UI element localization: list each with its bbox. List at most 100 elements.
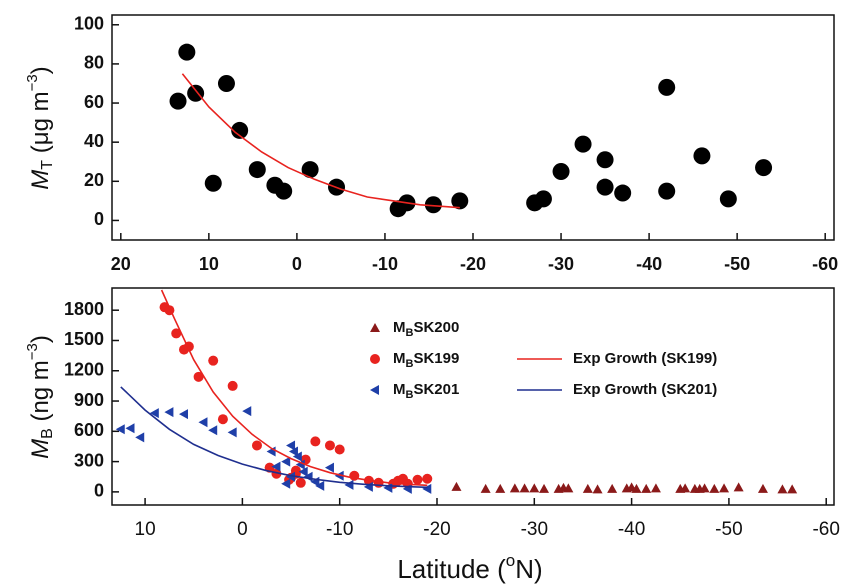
legend-prefix: M [393,350,406,367]
point [422,473,433,484]
point [286,471,296,482]
point [424,196,442,214]
x-tick-label: 10 [135,519,156,540]
point [149,408,159,419]
y-tick-label: 60 [84,92,104,112]
point [451,481,462,491]
point [315,480,325,491]
point [193,371,204,382]
point [198,417,208,428]
y-label-sup: −3 [24,343,41,360]
legend-marker [370,354,380,364]
point [208,355,219,366]
point [298,466,308,477]
point [680,483,691,493]
legend-name: SK199 [413,350,459,367]
point [334,470,344,481]
y-label-sub: T [39,160,56,170]
legend-sub: B [406,389,414,401]
point [596,151,614,169]
point [135,432,145,443]
y-axis-label: MB (ng m−3) [24,335,56,459]
legend-label: MBSK199 [393,350,459,370]
y-label-close: ) [27,335,54,343]
point [709,483,720,493]
point [295,459,305,470]
point [787,484,798,494]
point [422,483,432,494]
point [271,468,282,479]
point [208,425,218,436]
plot-frame [111,287,835,506]
point [733,482,744,492]
x-tick-label: -50 [724,254,750,274]
x-tick-label: -30 [548,254,574,274]
point [650,483,661,493]
legend-marker [370,385,379,395]
point [178,43,196,61]
x-tick-label: 10 [199,254,219,274]
point [631,483,642,493]
point [288,446,298,457]
legend-name: SK200 [413,319,459,336]
point [596,178,614,196]
point [582,483,593,493]
point [574,135,592,153]
legend-prefix: M [393,381,406,398]
point [539,483,550,493]
fit-line [160,289,428,487]
point [777,484,788,494]
point [719,190,737,208]
point [310,436,321,447]
point [286,440,296,451]
point [509,483,520,493]
point [495,483,506,493]
legend-label: Exp Growth (SK199) [573,350,717,367]
y-tick-label: 80 [84,53,104,73]
x-tick-label: -40 [636,254,662,274]
y-tick-label: 1500 [64,329,104,349]
point [204,174,222,192]
fit-line [181,73,460,209]
point [480,483,491,493]
legend-marker [370,323,380,332]
point [699,483,710,493]
point [529,483,540,493]
legend-label: Exp Growth (SK201) [573,381,717,398]
y-axis-label: MT (μg m−3) [24,66,56,189]
point [383,482,393,493]
x-label-close: N) [515,554,542,584]
point [125,423,135,434]
y-tick-label: 900 [74,390,104,410]
point [171,328,182,339]
x-tick-label: -20 [460,254,486,274]
point [231,121,249,139]
y-tick-label: 0 [94,209,104,229]
legend-label: MBSK200 [393,319,459,339]
x-tick-label: -30 [521,519,548,540]
x-tick-label: -10 [372,254,398,274]
point [658,182,676,200]
point [217,74,235,92]
point [563,483,574,493]
point [227,427,237,438]
y-label-symbol: M [27,170,54,190]
x-label-main: Latitude ( [397,554,506,584]
y-tick-label: 100 [74,14,104,34]
legend-sub: B [406,327,414,339]
legend-prefix: M [393,319,406,336]
y-tick-label: 40 [84,131,104,151]
x-axis-label: Latitude (oN) [397,551,542,583]
point [719,483,730,493]
point [693,147,711,165]
point [251,440,262,451]
fit-line [120,386,428,489]
point [275,182,293,200]
point [334,444,345,455]
x-tick-label: -10 [326,519,353,540]
x-tick-label: -60 [812,519,839,540]
x-tick-label: 0 [292,254,302,274]
x-tick-label: 0 [237,519,248,540]
point [301,161,319,179]
x-tick-label: -60 [812,254,838,274]
